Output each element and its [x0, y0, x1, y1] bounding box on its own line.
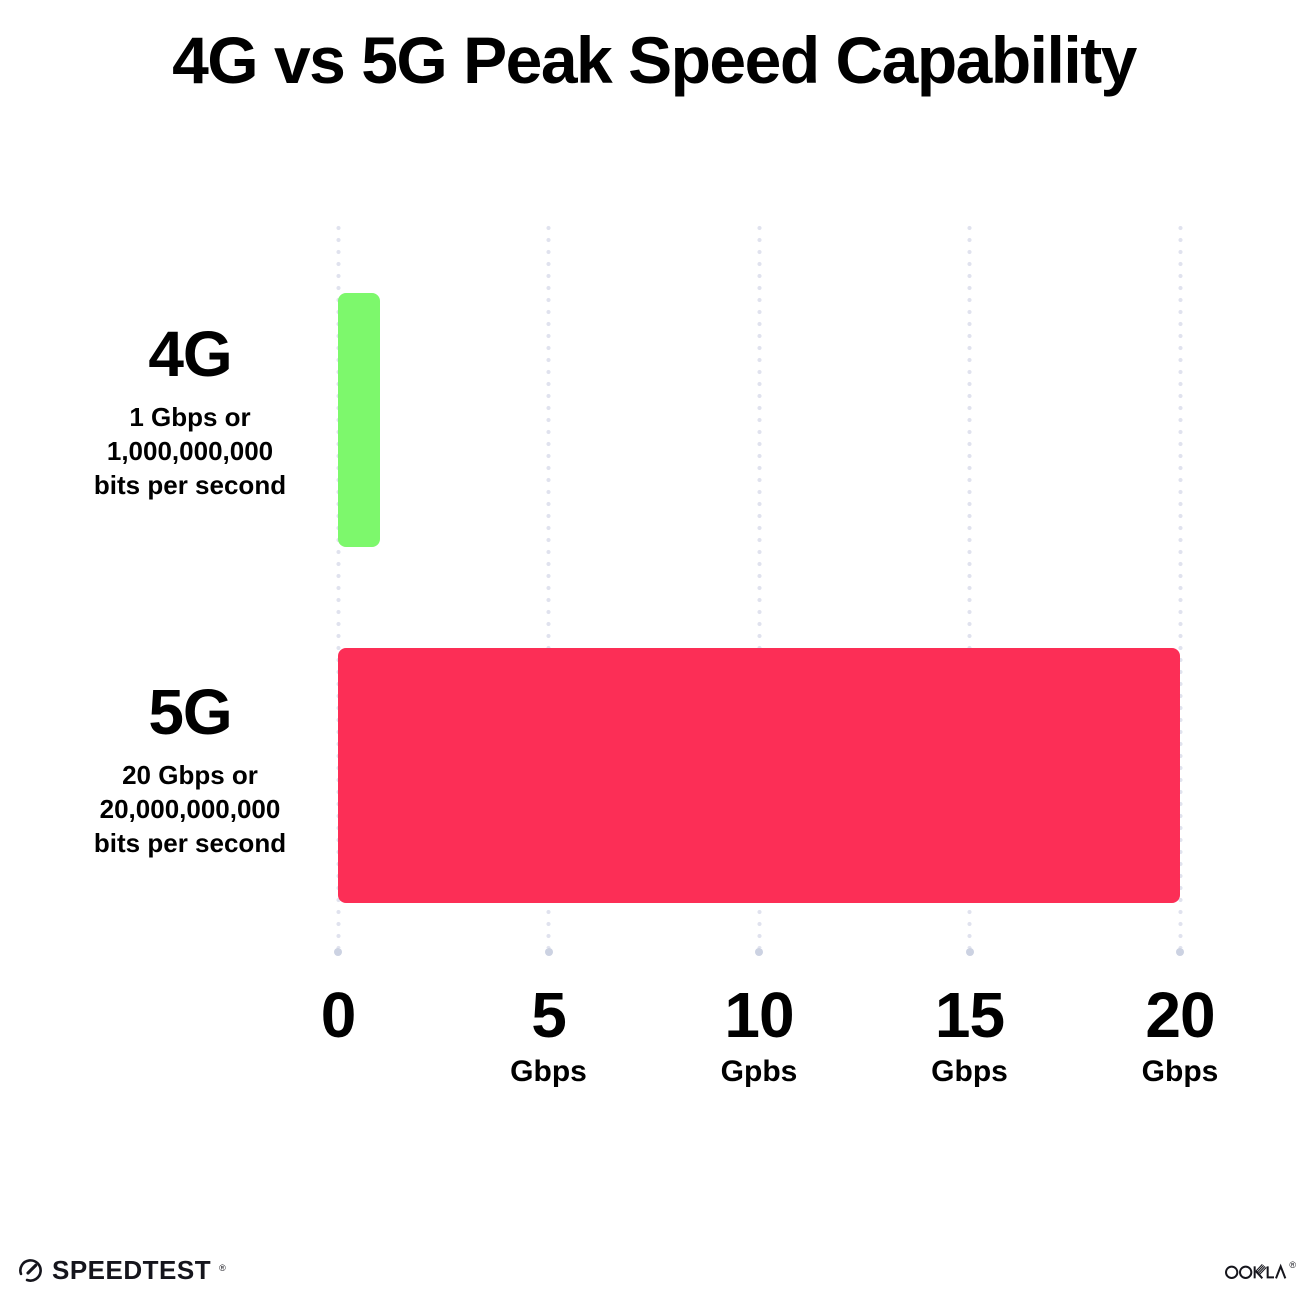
speedtest-gauge-icon [17, 1257, 44, 1284]
x-tick-number: 20 [1145, 979, 1215, 1051]
row-label-4g: 4G 1 Gbps or 1,000,000,000 bits per seco… [40, 320, 340, 502]
category-desc-5g: 20 Gbps or 20,000,000,000 bits per secon… [40, 758, 340, 860]
registered-trademark-icon: ® [219, 1263, 226, 1273]
speedtest-wordmark: SPEEDTEST [52, 1255, 212, 1285]
desc-line: 1,000,000,000 [106, 436, 274, 466]
x-tick-15: 15 Gbps [880, 982, 1060, 1088]
x-tick-unit [248, 1056, 428, 1088]
desc-line: bits per second [93, 828, 287, 858]
gridline-10 [756, 222, 762, 948]
desc-line: 1 Gbps or [129, 402, 251, 432]
category-name-5g: 5G [148, 676, 232, 748]
plot-area [335, 222, 1183, 958]
x-tick-number: 10 [724, 979, 794, 1051]
gridline-0 [335, 222, 341, 948]
bar-4g [338, 293, 381, 547]
gridline-20 [1177, 222, 1183, 948]
gridline-5 [546, 222, 551, 948]
x-tick-0: 0 [248, 982, 428, 1088]
x-tick-unit: Gbps [510, 1055, 587, 1088]
desc-line: 20 Gbps or [122, 760, 258, 790]
registered-trademark-icon: ® [1289, 1260, 1296, 1270]
x-tick-5: 5 Gbps [459, 982, 639, 1088]
x-tick-unit: Gpbs [720, 1055, 798, 1088]
category-name-4g: 4G [148, 318, 232, 390]
speedtest-logo: SPEEDTEST ® [17, 1256, 226, 1284]
x-tick-number: 15 [934, 979, 1005, 1051]
x-tick-unit: Gbps [1141, 1055, 1219, 1088]
x-tick-number: 0 [320, 979, 357, 1051]
x-tick-unit: Gbps [931, 1055, 1008, 1088]
ookla-wordmark-icon [1225, 1262, 1289, 1280]
desc-line: bits per second [93, 470, 287, 500]
x-tick-number: 5 [531, 979, 567, 1051]
row-label-5g: 5G 20 Gbps or 20,000,000,000 bits per se… [40, 678, 340, 860]
gridline-15 [967, 222, 972, 948]
bar-5g [338, 648, 1180, 903]
category-desc-4g: 1 Gbps or 1,000,000,000 bits per second [40, 400, 340, 502]
x-tick-10: 10 Gpbs [669, 982, 849, 1088]
chart-title: 4G vs 5G Peak Speed Capability [172, 23, 1137, 97]
x-tick-20: 20 Gbps [1090, 982, 1270, 1088]
desc-line: 20,000,000,000 [99, 794, 281, 824]
ookla-logo: OOKLA ® [1225, 1260, 1296, 1280]
